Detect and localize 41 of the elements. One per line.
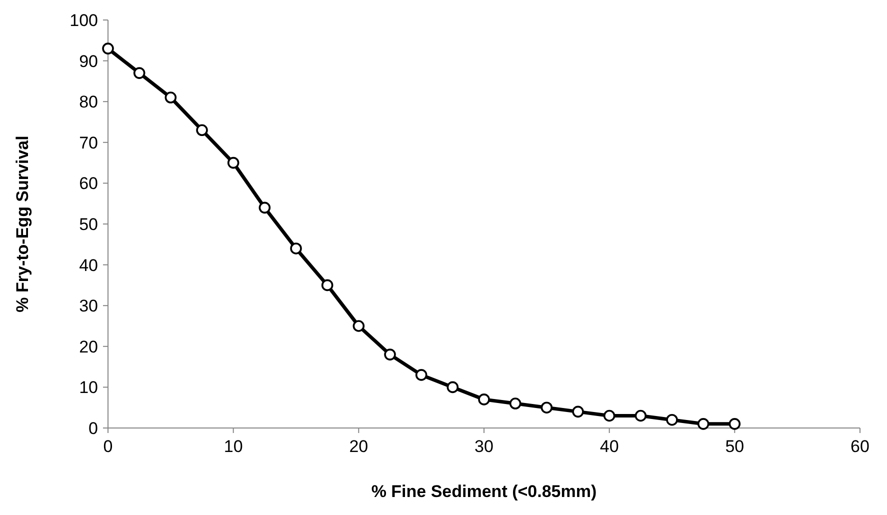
x-tick-label: 0 [103, 437, 113, 456]
x-axis-title: % Fine Sediment (<0.85mm) [371, 482, 597, 501]
point [509, 398, 522, 410]
point [572, 406, 584, 418]
point [697, 418, 710, 430]
y-tick-label: 60 [79, 174, 98, 194]
point [227, 156, 240, 169]
point [446, 381, 459, 394]
y-tick-label: 50 [79, 214, 98, 234]
y-tick-label: 70 [79, 133, 98, 152]
point [540, 402, 553, 414]
x-tick-label: 10 [224, 437, 243, 456]
point [258, 202, 271, 214]
y-tick-label: 90 [79, 52, 98, 71]
x-tick-label: 20 [349, 437, 368, 456]
y-tick-label: 10 [79, 378, 98, 398]
y-tick-label: 0 [88, 418, 98, 438]
x-tick-label: 60 [850, 437, 870, 456]
y-axis-title: % Fry-to-Egg Survival [13, 136, 32, 312]
point [352, 320, 365, 332]
x-tick-label: 40 [600, 437, 619, 456]
point [666, 414, 678, 426]
y-tick-label: 80 [79, 92, 98, 112]
y-tick-label: 100 [70, 10, 98, 30]
y-tick-label: 40 [79, 256, 98, 275]
point [321, 279, 334, 292]
point [290, 242, 302, 254]
point [133, 67, 146, 79]
y-tick-label: 20 [79, 337, 98, 356]
point [728, 418, 741, 430]
point [164, 92, 177, 104]
y-tick-label: 30 [79, 296, 98, 316]
point [102, 42, 114, 54]
point [634, 410, 647, 422]
x-tick-label: 30 [474, 437, 494, 456]
point [196, 124, 208, 136]
point [478, 394, 490, 406]
x-tick-label: 50 [725, 437, 744, 456]
point [415, 369, 428, 381]
point [384, 348, 396, 360]
point [603, 410, 616, 422]
